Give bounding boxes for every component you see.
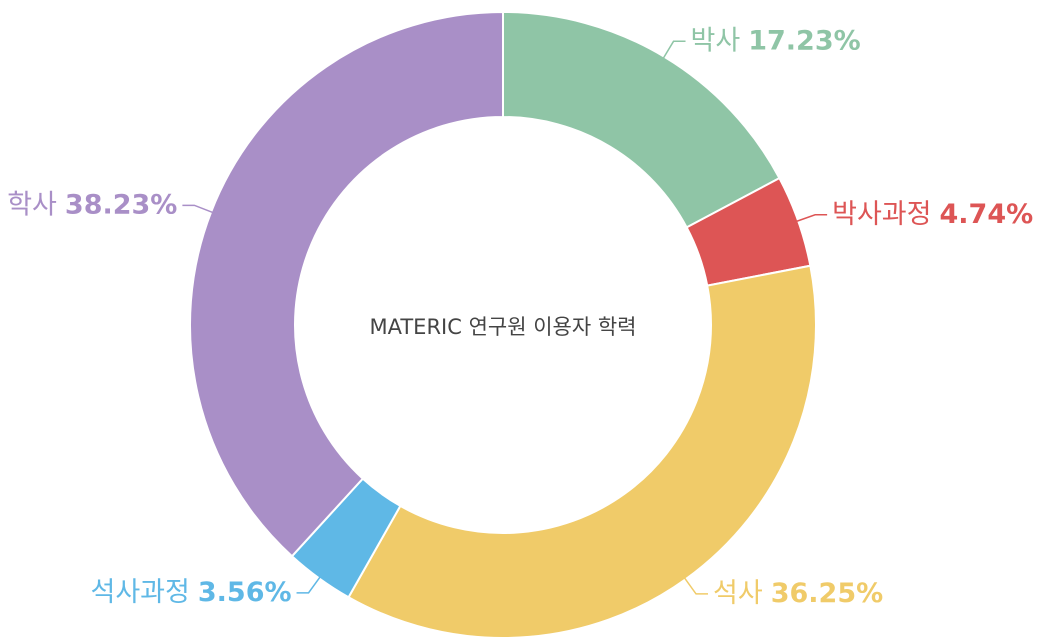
chart-title: MATERIC 연구원 이용자 학력: [370, 315, 637, 339]
leader-line: [794, 214, 828, 223]
slice-name: 석사: [713, 577, 763, 608]
slice-name: 박사과정: [832, 198, 931, 229]
leader-line: [661, 40, 686, 61]
slice-label: 박사 17.23%: [691, 25, 861, 56]
slice-label: 박사과정 4.74%: [832, 198, 1033, 229]
donut-slice: [347, 264, 817, 639]
leader-line: [296, 574, 323, 594]
leader-line: [182, 204, 216, 214]
slice-value: 38.23%: [65, 189, 177, 220]
slice-label: 석사과정 3.56%: [90, 576, 291, 607]
leader-line: [682, 575, 709, 595]
slice-label: 석사 36.25%: [713, 577, 883, 608]
slice-value: 4.74%: [939, 198, 1033, 229]
slice-name: 석사과정: [90, 576, 189, 607]
slice-label: 학사 38.23%: [7, 189, 177, 220]
donut-slice: [189, 10, 504, 558]
slice-value: 3.56%: [198, 576, 292, 607]
slice-value: 17.23%: [748, 25, 860, 56]
slice-name: 박사: [691, 25, 741, 56]
slice-name: 학사: [7, 189, 57, 220]
slice-value: 36.25%: [771, 577, 883, 608]
